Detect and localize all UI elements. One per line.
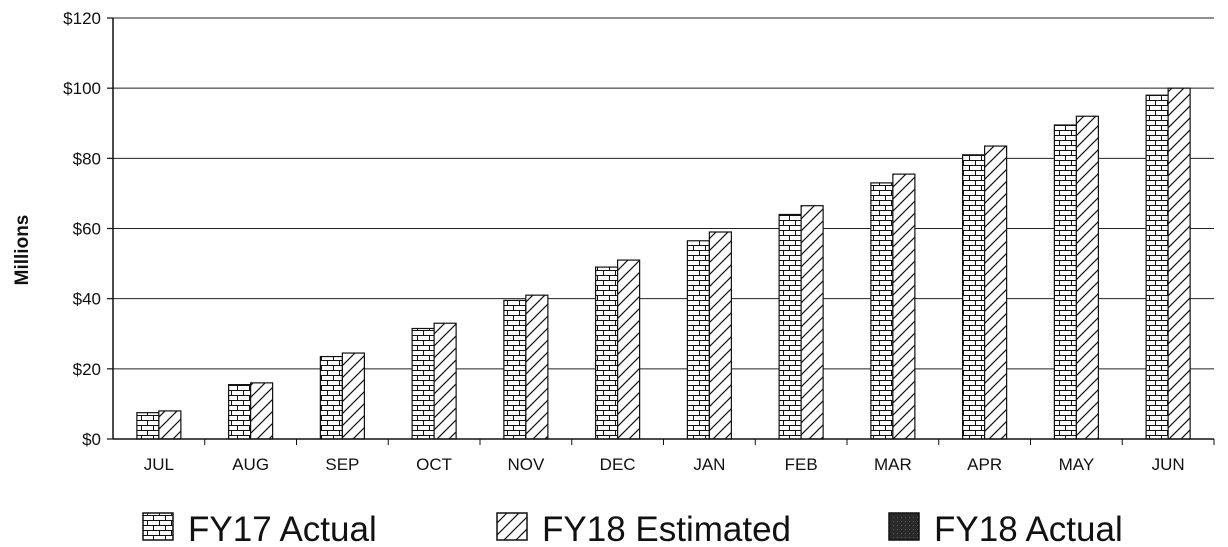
bar-fy18-estimated-jun <box>1167 87 1191 440</box>
y-tick-label: $40 <box>73 290 101 309</box>
bar-fy18-estimated-dec <box>617 259 641 440</box>
axes <box>107 17 1215 445</box>
y-tick-label: $20 <box>73 360 101 379</box>
bar-fy18-estimated-sep <box>341 352 365 440</box>
x-tick-label: AUG <box>232 455 269 474</box>
x-tick-label: NOV <box>507 455 545 474</box>
legend-label: FY18 Actual <box>934 510 1123 547</box>
x-tick-label: APR <box>967 455 1002 474</box>
bar-fy17-actual-nov <box>503 299 527 440</box>
gridlines <box>113 17 1214 370</box>
bar-fy17-actual-may <box>1053 124 1077 440</box>
bar-fy18-estimated-jan <box>708 231 732 440</box>
bar-fy17-actual-feb <box>778 213 802 440</box>
x-tick-label: MAR <box>874 455 912 474</box>
legend-swatch <box>888 512 920 541</box>
x-tick-label: SEP <box>325 455 359 474</box>
x-tick-label: FEB <box>785 455 818 474</box>
y-tick-label: $80 <box>73 149 101 168</box>
bar-fy18-estimated-oct <box>433 322 457 440</box>
x-axis-ticks: JUL AUG SEP OCT NOV DEC JAN FEB MAR APR MAY JUN <box>144 455 1185 474</box>
legend-label: FY18 Estimated <box>542 510 791 547</box>
bar-fy18-estimated-apr <box>984 145 1008 440</box>
bar-fy18-estimated-nov <box>525 294 549 440</box>
x-tick-label: DEC <box>600 455 636 474</box>
legend-swatch <box>496 512 528 541</box>
bars <box>136 87 1191 440</box>
bar-fy17-actual-apr <box>962 154 986 440</box>
legend: FY17 Actual FY18 Estimated FY18 Actual <box>142 510 1123 547</box>
legend-swatch <box>142 512 174 541</box>
bar-fy17-actual-oct <box>411 327 435 440</box>
y-axis-title: Millions <box>12 215 33 286</box>
x-tick-label: OCT <box>416 455 452 474</box>
y-axis-ticks: $0 $20 $40 $60 $80 $100 $120 <box>63 9 101 449</box>
bar-fy17-actual-dec <box>595 266 619 440</box>
bar-fy18-estimated-feb <box>800 205 824 440</box>
bar-fy17-actual-mar <box>870 182 894 440</box>
x-tick-label: MAY <box>1059 455 1095 474</box>
x-tick-label: JUL <box>144 455 174 474</box>
bar-fy17-actual-jan <box>686 240 710 440</box>
bar-fy18-estimated-may <box>1075 115 1099 440</box>
legend-label: FY17 Actual <box>188 510 377 547</box>
x-tick-label: JAN <box>693 455 725 474</box>
y-tick-label: $0 <box>82 430 101 449</box>
bar-fy18-estimated-aug <box>250 382 274 440</box>
bar-fy18-estimated-jul <box>158 410 182 440</box>
y-tick-label: $100 <box>63 79 101 98</box>
bar-fy17-actual-jul <box>136 412 160 440</box>
y-tick-label: $120 <box>63 9 101 28</box>
bar-fy17-actual-jun <box>1145 94 1169 440</box>
bar-fy17-actual-aug <box>228 384 252 440</box>
y-tick-label: $60 <box>73 220 101 239</box>
bar-fy17-actual-sep <box>319 355 343 440</box>
x-tick-label: JUN <box>1152 455 1185 474</box>
bar-fy18-estimated-mar <box>892 173 916 440</box>
